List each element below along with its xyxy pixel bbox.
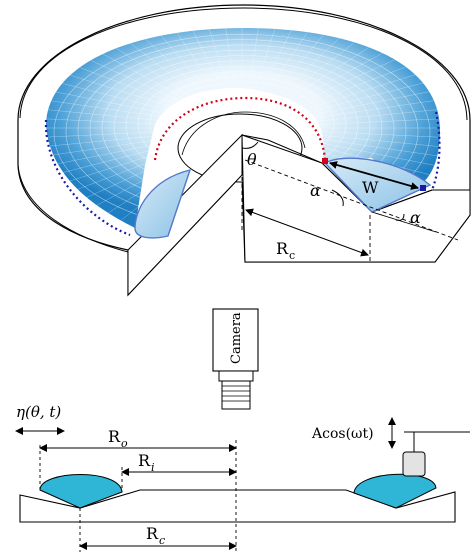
mesh-spoke [60, 71, 182, 111]
mesh-spoke [81, 55, 189, 106]
mesh-spoke [205, 28, 231, 93]
mesh-spoke [46, 117, 173, 126]
mesh-spoke [46, 108, 174, 122]
camera-label: Camera [229, 312, 244, 364]
rc-top-arrow [245, 208, 369, 257]
alpha-right-label: α [410, 208, 421, 227]
ro-label-sub: o [121, 437, 128, 450]
camera-lens [221, 380, 251, 410]
mesh-spoke [223, 28, 237, 93]
mesh-spoke [281, 36, 363, 99]
mesh-spoke [310, 134, 440, 148]
mesh-spoke [46, 89, 177, 116]
camera-lens-mount [218, 370, 254, 382]
mesh-spoke [121, 36, 203, 99]
mesh-spoke [69, 63, 185, 108]
radial-dashed-line [244, 159, 459, 241]
red-contact-marker [322, 158, 328, 164]
mesh-spoke [169, 28, 219, 95]
mesh-spoke [302, 71, 424, 111]
mesh-spoke [311, 117, 440, 126]
mesh-spoke [136, 30, 208, 98]
mesh-spoke [46, 98, 175, 119]
mesh-spoke [310, 108, 440, 122]
outer-contact-line [44, 119, 131, 237]
inner-hole-rim [181, 111, 306, 156]
mesh-spoke [309, 137, 440, 158]
mesh-spoke [286, 41, 378, 101]
mesh-ring [53, 34, 431, 228]
mesh-spoke [276, 30, 348, 98]
trough-left-bottom-edge [17, 164, 129, 253]
rc-bottom-label-sub: c [159, 534, 165, 547]
camera: Camera [212, 308, 259, 410]
theta-label: θ [247, 150, 257, 169]
fluid-torus [46, 28, 440, 228]
camera-body [212, 308, 259, 372]
fluid-mesh-lines [46, 28, 440, 228]
cut-face-left [127, 133, 243, 297]
mesh-spoke [295, 55, 403, 106]
mesh-spoke [291, 48, 391, 103]
forcing-label: Acos(ωt) [311, 426, 374, 442]
mesh-spoke [271, 28, 331, 96]
alpha-right-arc [395, 213, 405, 221]
ri-label: R [138, 451, 151, 470]
mesh-spoke [46, 134, 174, 148]
rc-top-label-sub: c [289, 249, 295, 262]
mesh-spoke [187, 28, 225, 94]
rc-top-label: R [276, 239, 289, 258]
mesh-spoke [153, 28, 213, 96]
mesh-spoke [305, 80, 433, 114]
mesh-spoke [46, 130, 173, 139]
trough-3d-view: W θ α α R c [17, 4, 471, 297]
mesh-spoke [259, 28, 297, 94]
blue-contact-marker [420, 185, 426, 191]
ro-label: R [108, 427, 121, 446]
ri-label-sub: i [151, 461, 155, 474]
mesh-spoke [265, 28, 315, 95]
mesh-spoke [299, 63, 415, 108]
mesh-spoke [106, 41, 198, 101]
mesh-spoke [253, 28, 279, 93]
mesh-spoke [247, 28, 261, 93]
width-label: W [362, 178, 379, 197]
mesh-spoke [307, 89, 440, 116]
mesh-spoke [93, 48, 193, 103]
eta-label: η(θ, t) [16, 403, 61, 421]
shaker-mass [402, 451, 426, 477]
mesh-spoke [311, 130, 440, 139]
shaker [402, 431, 470, 477]
rc-bottom-label: R [146, 524, 159, 543]
mesh-spoke [51, 80, 179, 114]
trough-outer-rim [19, 7, 468, 121]
mesh-spoke [309, 98, 440, 119]
theta-arc [241, 141, 259, 149]
slope-line-right [371, 211, 437, 233]
cross-section-view: η(θ, t) R o R i R c Acos(ωt) [15, 403, 470, 552]
width-arrow [329, 161, 419, 190]
alpha-left-label: α [310, 181, 321, 200]
left-fluid-section [134, 169, 192, 239]
alpha-left-arc [331, 189, 344, 207]
